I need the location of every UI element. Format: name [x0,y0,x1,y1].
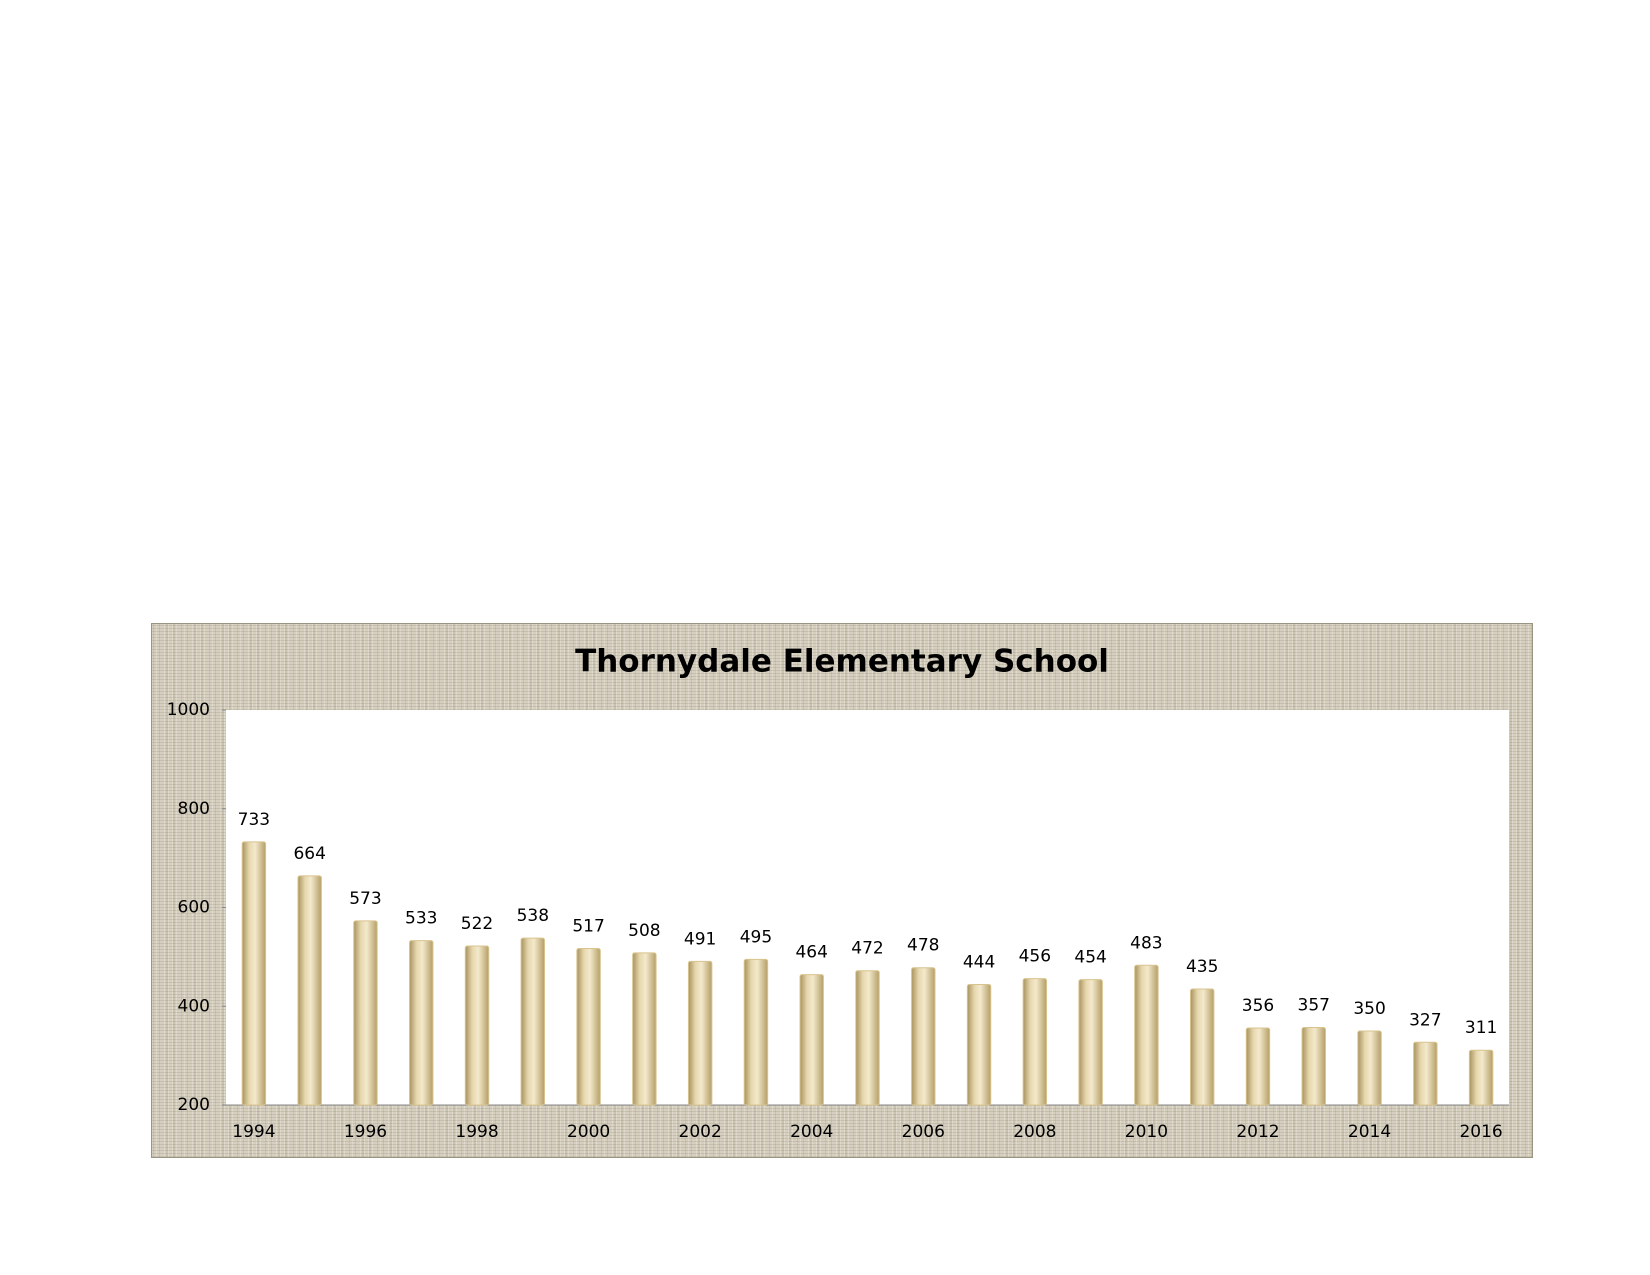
value-label: 538 [517,906,549,926]
x-tick-label: 2008 [1013,1122,1056,1142]
bar [241,841,267,1106]
bar [743,958,769,1106]
bar [297,875,322,1106]
value-label: 454 [1074,948,1106,968]
value-label: 508 [628,921,660,941]
value-label: 495 [740,927,772,947]
value-label: 311 [1465,1018,1497,1038]
bar [1245,1027,1271,1106]
bar [1022,978,1048,1106]
value-label: 478 [907,936,939,956]
bar [799,974,824,1106]
bar [632,952,657,1106]
value-label: 456 [1019,947,1051,967]
value-label: 664 [293,844,325,864]
bar [1468,1049,1494,1106]
value-label: 491 [684,929,716,949]
x-tick-label: 2016 [1459,1122,1502,1142]
y-tick-label: 800 [178,799,210,819]
bar [911,967,936,1106]
value-label: 464 [795,943,827,963]
value-label: 483 [1130,933,1162,953]
value-label: 522 [461,914,493,934]
bar [1078,979,1103,1106]
chart-title: Thornydale Elementary School [575,644,1109,680]
bar [576,947,601,1106]
value-label: 356 [1242,996,1274,1016]
y-tick-label: 400 [178,996,210,1016]
bar [1301,1026,1326,1106]
x-tick-label: 2002 [679,1122,722,1142]
value-label: 472 [851,939,883,959]
x-tick-label: 2000 [567,1122,610,1142]
bar [1413,1041,1438,1106]
value-label: 435 [1186,957,1218,977]
bar [520,937,546,1106]
bar [855,970,880,1106]
bar [1189,988,1215,1106]
x-tick-label: 2012 [1236,1122,1279,1142]
bar [966,984,992,1106]
bar [409,940,434,1106]
value-label: 357 [1298,995,1330,1015]
value-label: 533 [405,909,437,929]
bar [353,920,378,1106]
value-label: 350 [1353,999,1385,1019]
x-tick-label: 2014 [1348,1122,1391,1142]
value-label: 444 [963,953,995,973]
value-label: 573 [349,889,381,909]
bar [1134,964,1159,1106]
bar [1357,1030,1382,1106]
x-tick-label: 1994 [232,1122,275,1142]
y-tick-label: 600 [178,898,210,918]
bar [687,960,713,1106]
x-tick-label: 2004 [790,1122,833,1142]
x-tick-label: 2006 [902,1122,945,1142]
x-tick-label: 1998 [455,1122,498,1142]
y-tick-label: 1000 [167,700,210,720]
value-label: 327 [1409,1010,1441,1030]
x-tick-label: 2010 [1125,1122,1168,1142]
x-tick-label: 1996 [344,1122,387,1142]
value-label: 733 [238,810,270,830]
value-label: 517 [572,916,604,936]
y-tick-label: 200 [178,1095,210,1115]
bar [464,945,490,1106]
